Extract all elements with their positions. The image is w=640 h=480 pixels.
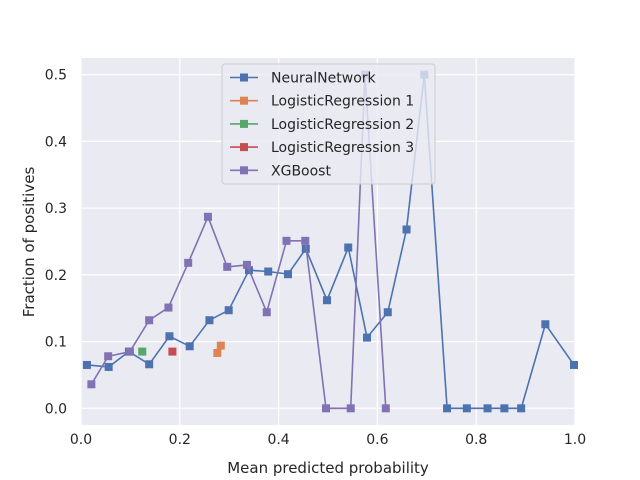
legend-marker bbox=[240, 73, 248, 82]
data-point bbox=[145, 360, 154, 369]
data-point bbox=[282, 236, 291, 245]
data-point bbox=[87, 380, 96, 389]
legend-label: LogisticRegression 3 bbox=[271, 140, 414, 156]
x-tick-label: 0.2 bbox=[169, 432, 191, 448]
legend: NeuralNetwork LogisticRegression 1 Logisti… bbox=[221, 63, 436, 185]
data-point bbox=[346, 404, 355, 413]
series-line bbox=[90, 74, 387, 410]
data-point bbox=[82, 360, 91, 369]
data-point bbox=[165, 332, 174, 341]
data-point bbox=[402, 225, 411, 234]
y-tick-label: 0.4 bbox=[45, 134, 67, 150]
data-point bbox=[344, 243, 353, 252]
legend-marker bbox=[240, 143, 248, 152]
data-point bbox=[242, 260, 251, 269]
data-point bbox=[541, 320, 550, 329]
data-point bbox=[363, 333, 372, 342]
data-point bbox=[125, 347, 134, 356]
y-axis-ticks: 0.0 0.1 0.2 0.3 0.4 0.5 bbox=[45, 68, 67, 418]
data-point bbox=[224, 306, 233, 315]
legend-item: NeuralNetwork bbox=[230, 71, 377, 87]
data-point bbox=[301, 236, 310, 245]
y-axis-label: Fraction of positives bbox=[20, 167, 38, 318]
y-tick-label: 0.2 bbox=[45, 268, 67, 284]
data-point bbox=[443, 404, 452, 413]
data-point bbox=[104, 352, 113, 361]
data-point bbox=[205, 316, 214, 325]
data-point bbox=[483, 404, 492, 413]
data-point bbox=[145, 316, 154, 325]
x-tick-label: 0.0 bbox=[70, 432, 92, 448]
data-point bbox=[185, 342, 194, 351]
legend-frame bbox=[221, 63, 436, 185]
legend-marker bbox=[240, 166, 248, 175]
legend-item: LogisticRegression 3 bbox=[230, 140, 414, 156]
data-point bbox=[383, 308, 392, 317]
legend-marker bbox=[240, 96, 248, 105]
series-logisticregression-3 bbox=[168, 347, 177, 356]
legend-label: XGBoost bbox=[271, 163, 331, 179]
data-point bbox=[570, 360, 579, 369]
data-point bbox=[164, 303, 173, 312]
data-point bbox=[262, 308, 271, 317]
x-tick-label: 0.8 bbox=[465, 432, 487, 448]
legend-label: LogisticRegression 2 bbox=[271, 117, 414, 133]
data-point bbox=[203, 212, 212, 221]
y-tick-label: 0.5 bbox=[45, 68, 67, 84]
y-tick-label: 0.3 bbox=[45, 201, 67, 217]
x-tick-label: 0.4 bbox=[267, 432, 289, 448]
data-point bbox=[322, 404, 331, 413]
x-axis-label: Mean predicted probability bbox=[227, 459, 429, 477]
x-tick-label: 0.6 bbox=[366, 432, 388, 448]
data-point bbox=[462, 404, 471, 413]
data-point bbox=[213, 348, 222, 357]
y-tick-label: 0.0 bbox=[45, 401, 67, 417]
x-axis-ticks: 0.0 0.2 0.4 0.6 0.8 1.0 bbox=[70, 432, 586, 448]
data-point bbox=[184, 258, 193, 267]
data-point bbox=[517, 404, 526, 413]
series-logisticregression-2 bbox=[138, 347, 147, 356]
y-tick-label: 0.1 bbox=[45, 335, 67, 351]
legend-label: NeuralNetwork bbox=[271, 71, 377, 87]
data-point bbox=[216, 341, 225, 350]
data-point bbox=[381, 404, 390, 413]
data-point bbox=[264, 267, 273, 276]
x-tick-label: 1.0 bbox=[564, 432, 586, 448]
data-point bbox=[104, 362, 113, 371]
legend-item: LogisticRegression 2 bbox=[230, 117, 414, 133]
data-point bbox=[223, 262, 232, 271]
legend-item: LogisticRegression 1 bbox=[230, 94, 414, 110]
legend-label: LogisticRegression 1 bbox=[271, 94, 414, 110]
legend-marker bbox=[240, 119, 248, 128]
data-point bbox=[323, 296, 332, 305]
data-point bbox=[283, 270, 292, 279]
data-point bbox=[138, 347, 147, 356]
series-logisticregression-1 bbox=[213, 341, 225, 357]
data-point bbox=[168, 347, 177, 356]
data-point bbox=[500, 404, 509, 413]
legend-item: XGBoost bbox=[230, 163, 331, 179]
